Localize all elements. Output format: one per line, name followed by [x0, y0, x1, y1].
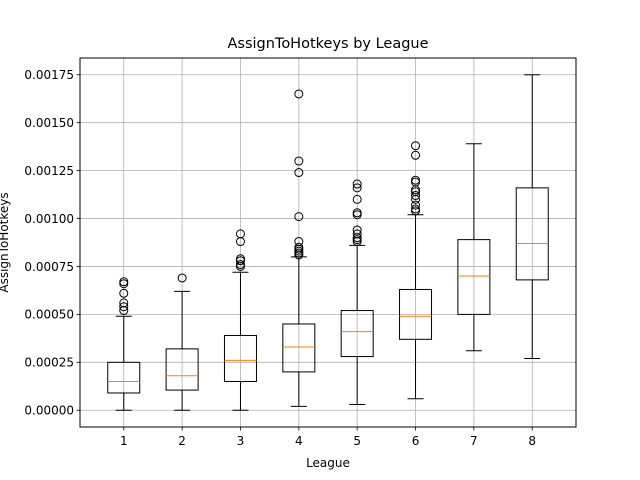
flier-point	[294, 156, 304, 166]
x-tick-label: 1	[120, 434, 128, 448]
y-tick-label: 0.00025	[24, 356, 74, 370]
flier-point	[411, 204, 421, 214]
flier-point	[411, 191, 421, 201]
box-group-8	[515, 74, 549, 359]
y-tick-label: 0.00175	[24, 68, 74, 82]
plot-frame	[79, 57, 577, 428]
flier-point	[411, 141, 421, 151]
flier-point	[119, 298, 129, 308]
y-tick-label: 0.00000	[24, 404, 74, 418]
y-tick-label: 0.00050	[24, 308, 74, 322]
flier-point	[352, 208, 362, 218]
flier-point	[352, 183, 362, 193]
flier-point	[411, 175, 421, 185]
flier-point	[294, 212, 304, 222]
box-layer	[107, 74, 549, 411]
box-group-1	[107, 277, 141, 411]
flier-point	[352, 225, 362, 235]
box-group-3	[223, 229, 257, 411]
grid-layer	[80, 58, 576, 427]
y-tick-label: 0.00125	[24, 164, 74, 178]
flier-point	[294, 237, 304, 247]
flier-point	[119, 277, 129, 287]
y-tick-label: 0.00150	[24, 116, 74, 130]
flier-point	[294, 242, 304, 252]
box-group-6	[399, 141, 433, 400]
flier-point	[235, 229, 245, 239]
box-group-5	[340, 179, 374, 405]
flier-point	[294, 89, 304, 99]
y-tick-label: 0.00100	[24, 212, 74, 226]
box-group-7	[457, 143, 491, 352]
iqr-box	[107, 361, 141, 394]
iqr-box	[223, 334, 257, 382]
flier-point	[352, 229, 362, 239]
box-group-4	[282, 89, 316, 407]
x-tick-label: 4	[295, 434, 303, 448]
tick-layer: 0.00000 0.00025 0.00050 0.00075 0.00100 0.001…	[24, 68, 536, 448]
flier-point	[411, 150, 421, 160]
iqr-box	[457, 239, 491, 315]
iqr-box	[399, 288, 433, 340]
flier-point	[119, 302, 129, 312]
x-tick-label: 7	[470, 434, 478, 448]
x-tick-label: 8	[528, 434, 536, 448]
flier-point	[177, 273, 187, 283]
flier-point	[119, 288, 129, 298]
x-tick-label: 3	[237, 434, 245, 448]
x-tick-label: 6	[412, 434, 420, 448]
y-tick-label: 0.00075	[24, 260, 74, 274]
x-axis-label: League	[306, 456, 350, 470]
x-tick-label: 2	[178, 434, 186, 448]
x-tick-label: 5	[353, 434, 361, 448]
flier-point	[352, 179, 362, 189]
box-group-2	[165, 273, 199, 411]
iqr-box	[515, 187, 549, 281]
chart-title: AssignToHotkeys by League	[227, 36, 428, 52]
flier-point	[235, 260, 245, 270]
flier-point	[352, 194, 362, 204]
iqr-box	[282, 323, 316, 373]
iqr-box	[165, 348, 199, 391]
flier-point	[294, 168, 304, 178]
iqr-box	[340, 310, 374, 358]
flier-point	[411, 200, 421, 210]
flier-point	[235, 254, 245, 264]
y-axis-label: AssignToHotkeys	[0, 192, 11, 292]
